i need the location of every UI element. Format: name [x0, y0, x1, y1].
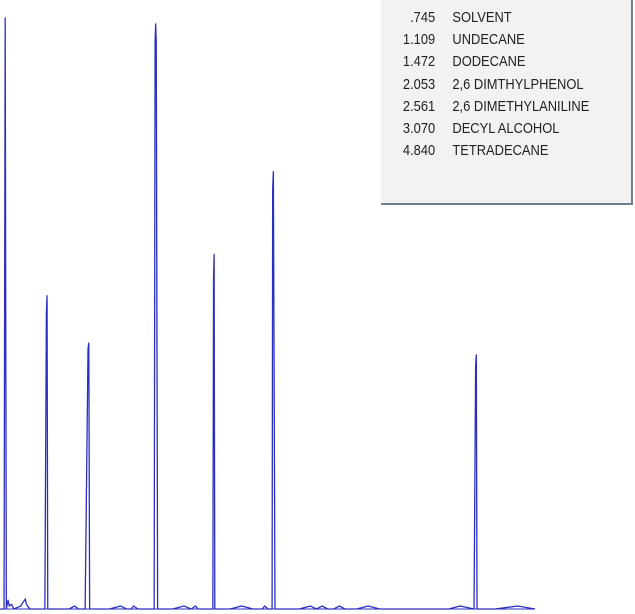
- legend-compound-name: 2,6 DIMETHYLANILINE: [452, 97, 590, 115]
- legend-retention-time: 1.472: [402, 53, 436, 71]
- legend-retention-time: 2.561: [402, 97, 436, 115]
- legend-row: .745 SOLVENT: [381, 7, 596, 29]
- legend-retention-time: .745: [410, 9, 436, 26]
- legend-row: 3.070 DECYL ALCOHOL: [381, 118, 596, 140]
- trace-layer: [0, 17, 536, 610]
- legend-row: 1.109 UNDECANE: [381, 29, 596, 51]
- chromatogram-trace: [0, 17, 536, 610]
- legend-compound-name: SOLVENT: [452, 9, 512, 26]
- legend-compound-name: DODECANE: [452, 53, 526, 71]
- legend-retention-time: 4.840: [402, 142, 436, 160]
- legend-retention-time: 3.070: [402, 119, 436, 137]
- legend-retention-time: 2.053: [402, 75, 436, 93]
- legend-compound-name: TETRADECANE: [452, 142, 549, 160]
- legend-row: 1.472 DODECANE: [381, 51, 596, 73]
- legend-compound-name: DECYL ALCOHOL: [452, 119, 560, 137]
- legend-retention-time: 1.109: [402, 31, 436, 49]
- peak-legend: .745 SOLVENT 1.109 UNDECANE 1.472 DODECA…: [381, 0, 633, 205]
- legend-row: 4.840 TETRADECANE: [381, 140, 596, 162]
- legend-row: 2.053 2,6 DIMTHYLPHENOL: [381, 74, 596, 96]
- legend-row: 2.561 2,6 DIMETHYLANILINE: [381, 96, 596, 118]
- legend-compound-name: 2,6 DIMTHYLPHENOL: [452, 75, 584, 93]
- legend-compound-name: UNDECANE: [452, 31, 525, 49]
